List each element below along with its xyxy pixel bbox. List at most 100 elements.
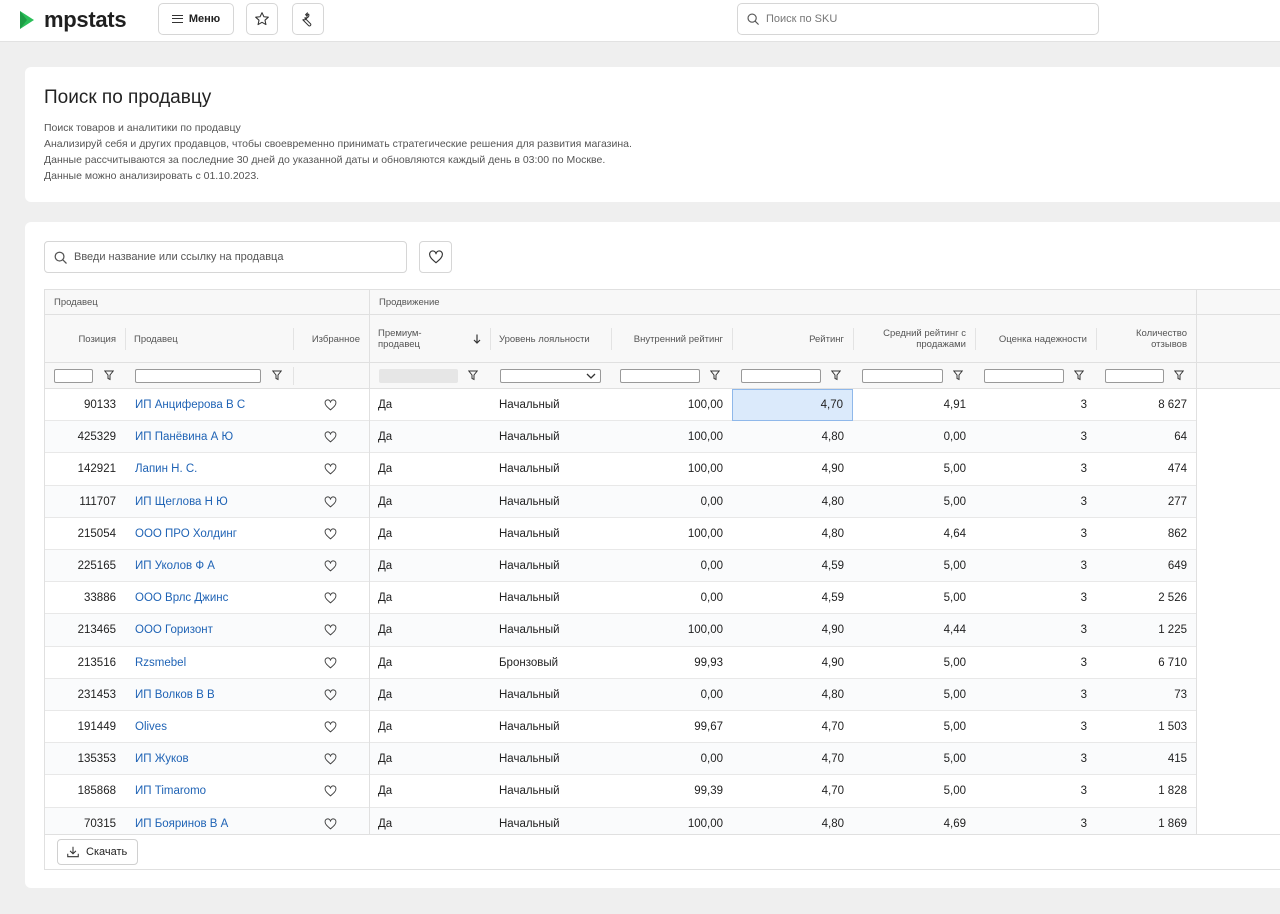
filter-icon[interactable] [1174, 370, 1184, 381]
seller-filter-input[interactable] [135, 369, 261, 383]
cell-rating: 4,70 [821, 721, 844, 733]
favorite-heart-icon[interactable] [324, 624, 337, 636]
loyalty-filter-select[interactable] [500, 369, 601, 383]
chevron-down-icon [586, 373, 596, 379]
favorites-button[interactable] [246, 3, 278, 35]
col-header-favorite[interactable]: Избранное [311, 333, 360, 345]
cell-seller-link[interactable]: ИП Щеглова Н Ю [135, 495, 228, 508]
favorite-heart-icon[interactable] [324, 785, 337, 797]
sku-search-input[interactable] [766, 13, 1086, 25]
cell-seller-link[interactable]: ООО Врлс Джинс [135, 592, 229, 605]
favorite-heart-icon[interactable] [324, 592, 337, 604]
cell-seller-link[interactable]: ИП Волков В В [135, 688, 215, 701]
cell-seller-link[interactable]: ИП Анциферова В С [135, 399, 246, 411]
favorite-heart-icon[interactable] [324, 528, 337, 540]
cell-seller-link[interactable]: ООО ПРО Холдинг [135, 527, 237, 540]
cell-rating: 4,90 [821, 624, 844, 637]
filter-icon[interactable] [710, 370, 720, 381]
table-row[interactable]: 213465 ООО Горизонт Да Начальный 100,00 4,90 4… [45, 614, 1196, 647]
cell-seller-link[interactable]: Лапин Н. С. [135, 463, 198, 476]
download-label: Скачать [86, 846, 128, 858]
cell-internal-rating: 0,00 [700, 688, 723, 701]
favorite-heart-icon[interactable] [324, 560, 337, 572]
col-header-reliability[interactable]: Оценка надежности [998, 333, 1087, 345]
cell-loyalty: Начальный [499, 463, 560, 476]
sellers-grid: Продавец Продвижение Позиция Продавец Из… [44, 289, 1280, 870]
rating-filter-input[interactable] [741, 369, 821, 383]
cell-reliability: 3 [1080, 624, 1087, 637]
cell-reviews: 415 [1167, 753, 1187, 766]
filter-icon[interactable] [468, 370, 478, 381]
reliability-filter-input[interactable] [984, 369, 1064, 383]
download-button[interactable]: Скачать [57, 839, 139, 865]
table-row[interactable]: 142921 Лапин Н. С. Да Начальный 100,00 4,90 5,… [45, 453, 1196, 486]
filter-icon[interactable] [104, 370, 114, 381]
cell-seller-link[interactable]: ООО Горизонт [135, 624, 213, 637]
table-row[interactable]: 135353 ИП Жуков Да Начальный 0,00 4,70 5,00 3 41… [45, 743, 1196, 776]
col-header-position[interactable]: Позиция [78, 333, 116, 345]
cell-seller-link[interactable]: ИП Уколов Ф А [135, 560, 215, 572]
table-row[interactable]: 213516 Rzsmebel Да Бронзовый 99,93 4,90 5,00 3 6… [45, 647, 1196, 679]
cell-avg-rating: 4,69 [943, 817, 966, 830]
favorites-filter-button[interactable] [419, 241, 452, 273]
filter-icon[interactable] [953, 370, 963, 381]
seller-search[interactable] [44, 241, 407, 273]
filter-icon[interactable] [272, 370, 282, 381]
favorite-heart-icon[interactable] [324, 399, 337, 411]
table-row[interactable]: 70315 ИП Бояринов В А Да Начальный 100,00 4,8… [45, 807, 1196, 834]
table-row[interactable]: 185868 ИП Timaromo Да Начальный 99,39 4,70 5,0… [45, 775, 1196, 808]
favorite-heart-icon[interactable] [324, 463, 337, 475]
menu-button[interactable]: Меню [158, 3, 234, 35]
sku-search[interactable] [737, 3, 1099, 35]
col-header-premium[interactable]: Премиум-продавец [369, 315, 490, 363]
favorite-heart-icon[interactable] [324, 689, 337, 701]
cell-reliability: 3 [1080, 817, 1087, 830]
filter-icon[interactable] [831, 370, 841, 381]
col-header-reviews[interactable]: Количество отзывов [1135, 328, 1187, 350]
col-header-rating[interactable]: Рейтинг [809, 333, 844, 345]
table-row[interactable]: 215054 ООО ПРО Холдинг Да Начальный 100,00 4,… [45, 518, 1196, 550]
avg-rating-filter-input[interactable] [862, 369, 943, 383]
description-line: Поиск товаров и аналитики по продавцу [44, 122, 241, 134]
table-row[interactable]: 111707 ИП Щеглова Н Ю Да Начальный 0,00 4,80 5… [45, 485, 1196, 518]
cell-internal-rating: 100,00 [687, 527, 723, 540]
col-header-avg-rating[interactable]: Средний рейтинг с продажами [883, 328, 966, 350]
cell-seller-link[interactable]: ИП Timaromo [135, 785, 207, 798]
table-row[interactable]: 33886 ООО Врлс Джинс Да Начальный 0,00 4,59 5,… [45, 582, 1196, 615]
filter-icon[interactable] [1074, 370, 1084, 381]
cell-reliability: 3 [1080, 527, 1087, 540]
table-row[interactable]: 90133 ИП Анциферова В С Да Начальный 100,00 4… [45, 389, 1196, 422]
col-header-internal-rating[interactable]: Внутренний рейтинг [633, 333, 723, 345]
cell-seller-link[interactable]: Olives [135, 721, 167, 733]
col-header-seller[interactable]: Продавец [134, 333, 178, 345]
cell-seller-link[interactable]: Rzsmebel [135, 656, 187, 669]
internal-rating-filter-input[interactable] [620, 369, 700, 383]
logo-icon [20, 11, 34, 29]
cell-reviews: 474 [1167, 463, 1187, 476]
cell-seller-link[interactable]: ИП Жуков [135, 753, 189, 766]
cell-reviews: 73 [1174, 688, 1187, 701]
download-icon [67, 846, 79, 858]
table-row[interactable]: 231453 ИП Волков В В Да Начальный 0,00 4,80 5,… [45, 678, 1196, 711]
cell-seller-link[interactable]: ИП Бояринов В А [135, 817, 229, 830]
tools-button[interactable] [292, 3, 324, 35]
favorite-heart-icon[interactable] [324, 721, 337, 733]
favorite-heart-icon[interactable] [324, 656, 337, 669]
cell-seller-link[interactable]: ИП Панёвина А Ю [135, 431, 234, 444]
cell-premium: Да [378, 817, 393, 830]
col-header-loyalty[interactable]: Уровень лояльности [499, 333, 590, 345]
reviews-filter-input[interactable] [1105, 369, 1164, 383]
favorite-heart-icon[interactable] [324, 431, 337, 443]
favorite-heart-icon[interactable] [324, 753, 337, 765]
favorite-heart-icon[interactable] [324, 817, 337, 830]
table-row[interactable]: 225165 ИП Уколов Ф А Да Начальный 0,00 4,59 5,… [45, 550, 1196, 583]
column-group-row: Продавец Продвижение [45, 290, 1280, 315]
table-row[interactable]: 191449 Olives Да Начальный 99,67 4,70 5,00 3 1 5… [45, 711, 1196, 744]
position-filter-input[interactable] [54, 369, 93, 383]
table-row[interactable]: 425329 ИП Панёвина А Ю Да Начальный 100,00 4,… [45, 421, 1196, 454]
logo[interactable]: mpstats [18, 6, 127, 34]
group-promotion: Продвижение [369, 290, 1196, 315]
favorite-heart-icon[interactable] [324, 495, 337, 508]
seller-search-input[interactable] [74, 251, 394, 263]
cell-internal-rating: 100,00 [687, 624, 723, 637]
